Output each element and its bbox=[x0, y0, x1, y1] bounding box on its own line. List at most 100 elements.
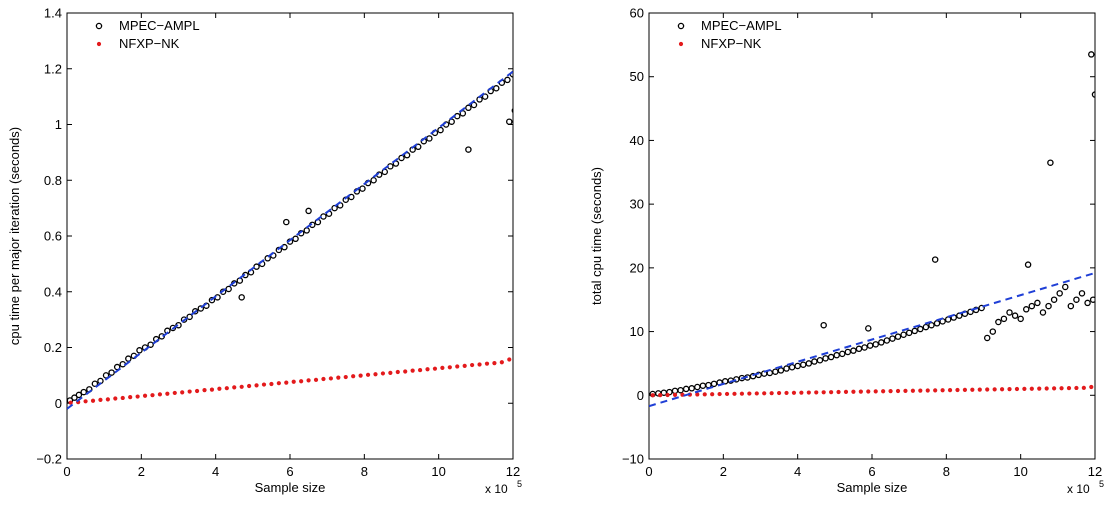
data-point-mpec-ampl bbox=[108, 369, 115, 376]
y-tick-label: 0.6 bbox=[44, 229, 62, 244]
data-point-nfxp-nk bbox=[299, 379, 304, 384]
data-point-nfxp-nk bbox=[658, 392, 663, 398]
data-point-mpec-ampl bbox=[292, 235, 299, 243]
data-point-nfxp-nk bbox=[180, 390, 185, 395]
data-point-nfxp-nk bbox=[291, 379, 296, 384]
data-point-nfxp-nk bbox=[881, 389, 886, 394]
data-point-nfxp-nk bbox=[977, 387, 982, 392]
data-point-mpec-ampl bbox=[1078, 290, 1086, 297]
data-point-mpec-ampl bbox=[1089, 296, 1095, 303]
x-tick-label: 6 bbox=[868, 464, 875, 479]
data-point-mpec-ampl bbox=[839, 350, 846, 358]
data-point-mpec-ampl bbox=[816, 356, 824, 364]
series-mpec-ampl bbox=[67, 71, 513, 404]
y-axis-label: total cpu time (seconds) bbox=[589, 167, 604, 305]
data-point-nfxp-nk bbox=[172, 390, 177, 396]
data-point-nfxp-nk bbox=[313, 377, 319, 382]
data-point-nfxp-nk bbox=[447, 365, 452, 370]
data-point-nfxp-nk bbox=[410, 368, 415, 373]
x-tick-label: 4 bbox=[794, 464, 801, 479]
y-tick-label: 30 bbox=[630, 197, 644, 212]
data-point-nfxp-nk bbox=[306, 378, 311, 383]
x-axis-label: Sample size bbox=[837, 480, 908, 495]
data-point-nfxp-nk bbox=[747, 391, 752, 396]
y-tick-label: 0 bbox=[55, 396, 62, 411]
data-point-mpec-ampl bbox=[799, 361, 807, 368]
data-point-nfxp-nk bbox=[470, 362, 475, 368]
data-point-mpec-ampl bbox=[1067, 302, 1075, 310]
data-point-nfxp-nk bbox=[68, 400, 73, 405]
data-point-mpec-ampl bbox=[967, 308, 974, 316]
data-point-nfxp-nk bbox=[165, 391, 170, 396]
data-point-mpec-ampl bbox=[75, 391, 83, 399]
y-tick-label: 0.4 bbox=[44, 284, 62, 299]
data-point-mpec-ampl bbox=[811, 358, 818, 365]
data-point-mpec-ampl bbox=[426, 135, 433, 142]
data-point-mpec-ampl bbox=[699, 382, 707, 389]
y-tick-label: 50 bbox=[630, 69, 644, 84]
data-point-mpec-ampl bbox=[1011, 312, 1019, 319]
data-point-nfxp-nk bbox=[762, 391, 767, 396]
data-point-nfxp-nk bbox=[754, 391, 759, 396]
data-point-mpec-ampl bbox=[175, 321, 182, 329]
x-tick-label: 4 bbox=[212, 464, 219, 479]
data-point-mpec-ampl bbox=[1084, 299, 1091, 307]
y-tick-label: −10 bbox=[622, 452, 644, 467]
data-point-mpec-ampl bbox=[191, 308, 199, 315]
data-point-mpec-ampl bbox=[283, 218, 290, 226]
data-point-nfxp-nk bbox=[888, 389, 893, 394]
data-point-nfxp-nk bbox=[910, 388, 915, 393]
data-point-mpec-ampl bbox=[889, 335, 896, 342]
x-tick-label: 10 bbox=[1013, 464, 1027, 479]
y-tick-label: −0.2 bbox=[36, 452, 62, 467]
data-point-nfxp-nk bbox=[328, 376, 333, 381]
data-point-nfxp-nk bbox=[799, 390, 804, 395]
data-point-nfxp-nk bbox=[276, 381, 281, 386]
data-point-nfxp-nk bbox=[1059, 386, 1064, 391]
data-point-nfxp-nk bbox=[925, 388, 930, 393]
y-tick-label: 1.2 bbox=[44, 61, 62, 76]
data-point-mpec-ampl bbox=[459, 110, 467, 117]
data-point-mpec-ampl bbox=[772, 368, 779, 375]
data-point-nfxp-nk bbox=[388, 370, 393, 375]
data-point-nfxp-nk bbox=[395, 369, 400, 375]
plot-marks bbox=[649, 51, 1095, 408]
data-point-nfxp-nk bbox=[187, 389, 192, 394]
y-tick-label: 40 bbox=[630, 133, 644, 148]
data-point-mpec-ampl bbox=[1006, 309, 1013, 316]
data-point-nfxp-nk bbox=[380, 371, 386, 376]
data-point-nfxp-nk bbox=[373, 372, 378, 377]
data-point-mpec-ampl bbox=[783, 365, 790, 372]
data-point-nfxp-nk bbox=[440, 365, 445, 370]
data-point-nfxp-nk bbox=[650, 393, 655, 398]
legend-marker-nfxp-nk bbox=[678, 41, 684, 47]
data-point-nfxp-nk bbox=[955, 387, 960, 393]
data-point-nfxp-nk bbox=[417, 367, 423, 373]
data-point-mpec-ampl bbox=[928, 321, 935, 329]
x-tick-label: 2 bbox=[138, 464, 145, 479]
data-point-nfxp-nk bbox=[462, 363, 467, 368]
data-point-nfxp-nk bbox=[858, 389, 863, 394]
data-point-nfxp-nk bbox=[806, 390, 811, 395]
data-point-nfxp-nk bbox=[717, 391, 722, 397]
data-point-mpec-ampl bbox=[465, 104, 472, 112]
data-point-nfxp-nk bbox=[724, 391, 730, 397]
legend-entry-label: MPEC−AMPL bbox=[119, 18, 200, 33]
data-point-nfxp-nk bbox=[150, 393, 155, 398]
data-point-mpec-ampl bbox=[1034, 299, 1041, 307]
data-point-nfxp-nk bbox=[83, 399, 88, 404]
data-point-nfxp-nk bbox=[120, 395, 125, 401]
data-point-mpec-ampl bbox=[465, 146, 472, 153]
data-point-mpec-ampl bbox=[855, 345, 863, 353]
data-point-nfxp-nk bbox=[814, 390, 819, 395]
data-point-nfxp-nk bbox=[321, 376, 326, 382]
y-tick-label: 10 bbox=[630, 324, 644, 339]
data-point-mpec-ampl bbox=[922, 323, 930, 331]
data-point-nfxp-nk bbox=[985, 387, 990, 392]
data-point-nfxp-nk bbox=[999, 387, 1005, 392]
data-point-mpec-ampl bbox=[978, 304, 985, 312]
data-point-mpec-ampl bbox=[208, 296, 216, 304]
data-point-nfxp-nk bbox=[702, 392, 707, 397]
data-point-nfxp-nk bbox=[947, 388, 953, 393]
data-point-mpec-ampl bbox=[1056, 290, 1063, 297]
